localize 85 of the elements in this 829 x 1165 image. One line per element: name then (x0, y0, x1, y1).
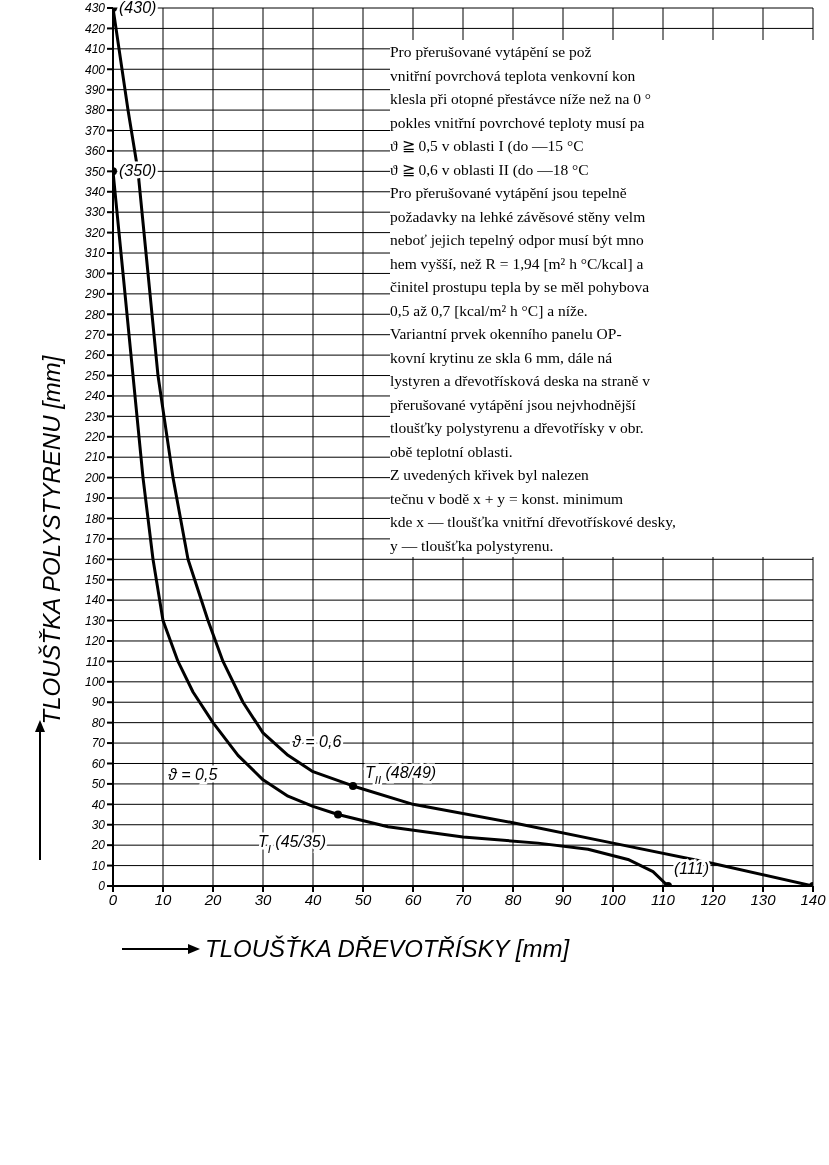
y-tick-label: 170 (84, 532, 106, 547)
y-tick-label: 190 (84, 491, 106, 506)
x-tick-label: 100 (600, 890, 627, 908)
y-tick-label: 40 (91, 797, 106, 812)
y-tick-label: 30 (91, 818, 106, 832)
y-tick-label: 50 (91, 777, 106, 792)
annotation: ϑ ≧ 0,6 v oblasti II (do —18 °C (390, 159, 590, 180)
y-tick-label: 290 (83, 287, 106, 302)
y-tick-label: 0 (98, 879, 106, 894)
annotation: vnitřní povrchová teplota venkovní kon (390, 65, 637, 86)
y-tick-label: 300 (84, 266, 106, 281)
x-tick-label: 140 (800, 890, 827, 908)
y-tick-label: 120 (84, 634, 106, 649)
y-tick-label: 330 (84, 205, 106, 220)
annotation: požadavky na lehké závěsové stěny velm (390, 206, 647, 227)
annotation: kovní krytinu ze skla 6 mm, dále ná (390, 347, 614, 368)
y-tick-label: 60 (91, 756, 106, 771)
annotation: 0,5 až 0,7 [kcal/m² h °C] a níže. (390, 300, 589, 321)
y-tick-label: 240 (83, 389, 106, 404)
annotation: obě teplotní oblasti. (390, 441, 514, 462)
y-tick-label: 210 (83, 450, 106, 465)
x-tick-label: 20 (203, 890, 222, 908)
annotation: klesla při otopné přestávce níže než na 0 ° (390, 89, 652, 109)
annotation: tloušťky polystyrenu a dřevotřísky v obr. (390, 418, 645, 438)
y-tick-label: 430 (84, 1, 106, 16)
y-tick-label: 380 (84, 103, 106, 118)
annotation: Pro přerušované vytápění se pož (390, 42, 593, 62)
x-tick-label: 110 (651, 890, 676, 908)
annotation: hem vyšší, než R = 1,94 [m² h °C/kcal] a (390, 253, 645, 274)
y-tick-label: 250 (83, 368, 106, 383)
y-tick-label: 420 (84, 21, 106, 36)
y-tick-label: 180 (84, 511, 106, 526)
annotation: ϑ = 0,5 (168, 766, 218, 784)
y-axis-title: TLOUŠŤKA POLYSTYRENU [mm] (38, 355, 66, 725)
y-tick-label: 20 (90, 838, 106, 853)
annotation: tečnu v bodě x + y = konst. minimum (390, 488, 625, 509)
annotation: kde x — tloušťka vnitřní dřevotřískové desky, (390, 512, 677, 532)
x-tick-label: 30 (254, 890, 272, 908)
y-tick-label: 410 (84, 42, 106, 57)
annotation: ϑ ≧ 0,5 v oblasti I (do —15 °C (390, 136, 585, 156)
annotation: neboť jejich tepelný odpor musí být mno (390, 230, 645, 250)
annotation: pokles vnitřní povrchové teploty musí pa (390, 112, 646, 133)
y-tick-label: 350 (84, 164, 106, 179)
annotation: Z uvedených křivek byl nalezen (390, 465, 590, 485)
y-tick-label: 200 (83, 470, 106, 485)
annotation: činitel prostupu tepla by se měl pohybova (390, 277, 651, 297)
y-tick-label: 370 (84, 123, 106, 138)
y-tick-label: 220 (83, 430, 106, 445)
y-tick-label: 70 (91, 736, 106, 751)
x-tick-label: 50 (354, 890, 372, 908)
annotation: lystyren a dřevotřísková deska na straně v (390, 371, 651, 391)
x-axis-title: TLOUŠŤKA DŘEVOTŘÍSKY [mm] (205, 935, 570, 963)
x-tick-label: 40 (304, 890, 322, 908)
x-tick-label: 90 (554, 890, 572, 908)
y-tick-label: 90 (91, 695, 106, 710)
annotation: y — tloušťka polystyrenu. (390, 535, 555, 556)
x-tick-label: 70 (454, 890, 472, 908)
x-tick-label: 60 (404, 890, 422, 908)
annotation: Pro přerušované vytápění jsou tepelně (390, 183, 628, 203)
y-tick-label: 360 (84, 144, 106, 159)
x-tick-label: 10 (154, 890, 172, 908)
y-tick-label: 320 (84, 225, 106, 240)
y-tick-label: 230 (83, 409, 106, 424)
y-tick-label: 80 (91, 715, 106, 730)
y-tick-label: 340 (84, 185, 106, 200)
y-tick-label: 400 (84, 62, 106, 77)
x-tick-label: 120 (700, 890, 727, 908)
y-tick-label: 310 (84, 246, 106, 261)
y-tick-label: 270 (83, 327, 106, 342)
x-tick-label: 130 (750, 890, 777, 908)
y-tick-label: 10 (91, 858, 106, 873)
y-tick-label: 260 (83, 348, 106, 363)
y-tick-label: 130 (84, 613, 106, 628)
x-tick-label: 0 (108, 890, 118, 908)
y-tick-label: 160 (84, 552, 106, 567)
x-tick-label: 80 (504, 890, 522, 908)
annotation: přerušované vytápění jsou nejvhodnější (390, 394, 637, 415)
y-tick-label: 140 (84, 593, 106, 608)
y-tick-label: 390 (84, 82, 106, 97)
y-tick-label: 150 (84, 572, 106, 587)
annotation: (430) (119, 0, 157, 16)
annotation: Variantní prvek okenního panelu OP- (390, 324, 623, 344)
y-tick-label: 110 (85, 654, 106, 669)
y-tick-label: 100 (84, 675, 106, 690)
y-tick-label: 280 (83, 307, 106, 322)
